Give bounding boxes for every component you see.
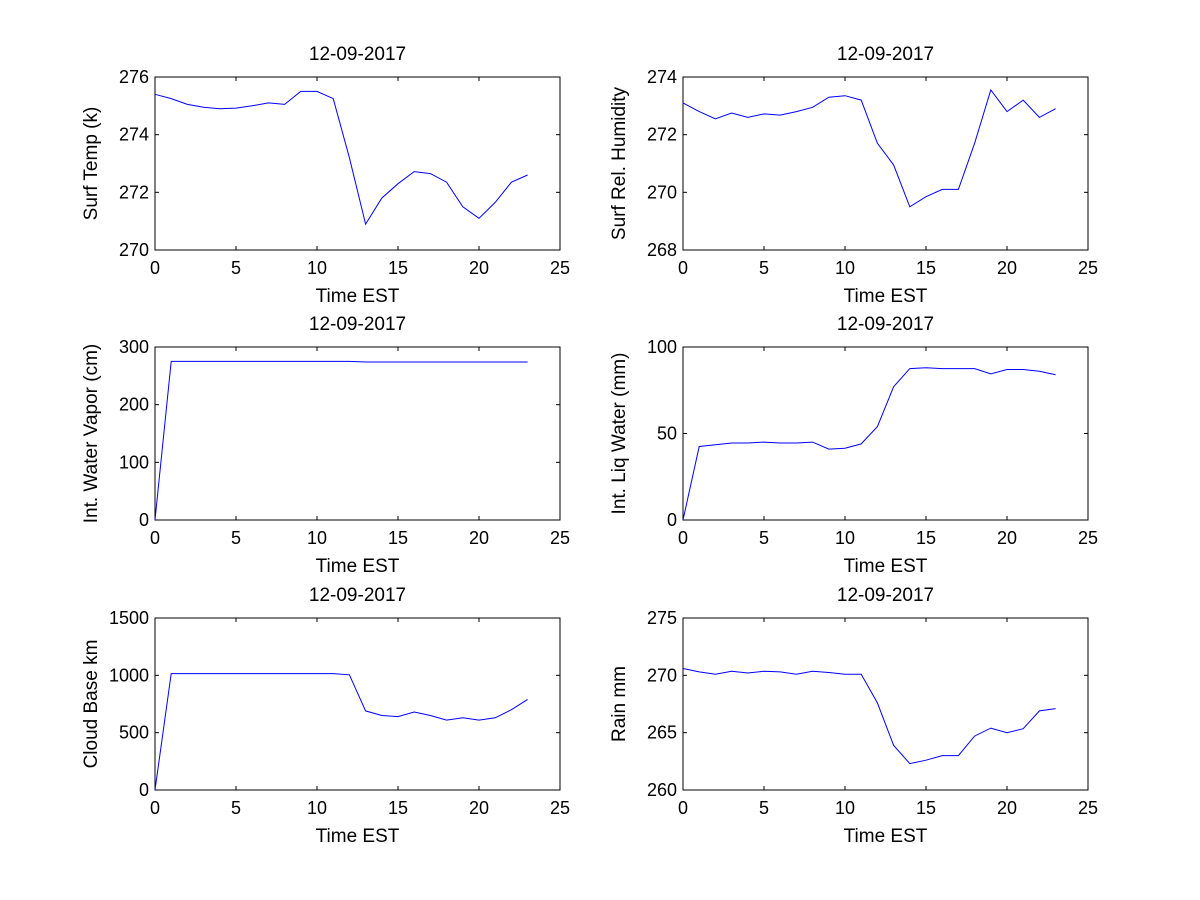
x-tick-label: 5 xyxy=(231,798,241,818)
x-tick-label: 10 xyxy=(307,258,327,278)
x-tick-label: 0 xyxy=(150,258,160,278)
y-tick-label: 268 xyxy=(647,240,677,260)
chart-title: 12-09-2017 xyxy=(309,314,406,335)
x-tick-label: 5 xyxy=(231,528,241,548)
x-tick-label: 15 xyxy=(916,258,936,278)
axes-frame xyxy=(682,617,1089,791)
x-tick-label: 20 xyxy=(469,258,489,278)
x-tick-label: 20 xyxy=(469,528,489,548)
chart-title: 12-09-2017 xyxy=(837,314,934,335)
x-tick-label: 10 xyxy=(307,798,327,818)
y-tick-label: 270 xyxy=(647,182,677,202)
x-tick-label: 0 xyxy=(678,528,688,548)
axes-frame xyxy=(682,76,1089,251)
x-tick-label: 20 xyxy=(469,798,489,818)
y-tick-label: 500 xyxy=(119,723,149,743)
series-line xyxy=(682,668,1056,765)
y-tick-label: 100 xyxy=(647,337,677,357)
y-tick-label: 274 xyxy=(647,67,677,87)
y-tick-label: 276 xyxy=(119,67,149,87)
x-tick-label: 0 xyxy=(150,528,160,548)
y-tick-label: 200 xyxy=(119,395,149,415)
chart-title: 12-09-2017 xyxy=(309,44,406,65)
subplot-4: 12-09-2017 0 5 10 15 20 25 0 50 100 Time EST Int. L… xyxy=(609,314,1098,577)
axes-frame xyxy=(154,617,561,791)
x-axis-label: Time EST xyxy=(844,826,928,847)
x-tick-label: 15 xyxy=(388,798,408,818)
y-tick-label: 300 xyxy=(119,337,149,357)
series-line xyxy=(154,360,528,521)
x-axis-label: Time EST xyxy=(316,556,400,577)
axes-frame xyxy=(154,76,561,251)
series-line xyxy=(154,673,528,791)
x-tick-label: 15 xyxy=(388,258,408,278)
subplot-2: 12-09-2017 0 5 10 15 20 25 268 270 272 274 Time EST… xyxy=(609,44,1098,307)
x-tick-label: 25 xyxy=(1078,258,1098,278)
subplot-6: 12-09-2017 0 5 10 15 20 25 260 265 270 275 Time EST… xyxy=(609,585,1098,847)
y-tick-label: 275 xyxy=(647,608,677,628)
x-tick-label: 25 xyxy=(1078,798,1098,818)
y-axis-label: Cloud Base km xyxy=(81,640,102,769)
x-tick-label: 25 xyxy=(550,528,570,548)
x-tick-label: 5 xyxy=(759,528,769,548)
y-tick-label: 260 xyxy=(647,780,677,800)
y-tick-label: 0 xyxy=(139,780,149,800)
x-axis-label: Time EST xyxy=(316,826,400,847)
y-tick-label: 50 xyxy=(657,424,677,444)
axes-frame xyxy=(154,346,561,521)
y-axis-label: Surf Rel. Humidity xyxy=(609,86,630,240)
x-tick-label: 10 xyxy=(835,798,855,818)
x-tick-label: 15 xyxy=(916,798,936,818)
subplot-1: 12-09-2017 0 5 10 15 20 25 270 272 274 276 Time EST… xyxy=(81,44,570,307)
y-tick-label: 270 xyxy=(647,665,677,685)
y-tick-label: 100 xyxy=(119,452,149,472)
y-axis-label: Int. Water Vapor (cm) xyxy=(81,344,102,523)
subplot-3: 12-09-2017 0 5 10 15 20 25 0 100 200 300 Time EST In… xyxy=(81,314,570,577)
x-tick-label: 10 xyxy=(835,528,855,548)
y-tick-label: 0 xyxy=(667,510,677,530)
x-tick-label: 25 xyxy=(1078,528,1098,548)
x-tick-label: 20 xyxy=(997,798,1017,818)
y-axis-label: Surf Temp (k) xyxy=(81,107,102,221)
x-tick-label: 0 xyxy=(150,798,160,818)
chart-title: 12-09-2017 xyxy=(837,44,934,65)
y-tick-label: 1500 xyxy=(109,608,149,628)
y-tick-label: 270 xyxy=(119,240,149,260)
y-axis-label: Rain mm xyxy=(609,666,630,742)
axes-frame xyxy=(682,346,1089,521)
x-tick-label: 25 xyxy=(550,798,570,818)
y-tick-label: 1000 xyxy=(109,665,149,685)
y-axis-label: Int. Liq Water (mm) xyxy=(609,353,630,515)
x-tick-label: 5 xyxy=(231,258,241,278)
x-tick-label: 20 xyxy=(997,528,1017,548)
chart-title: 12-09-2017 xyxy=(837,585,934,606)
x-tick-label: 10 xyxy=(307,528,327,548)
chart-title: 12-09-2017 xyxy=(309,585,406,606)
series-line xyxy=(154,90,528,226)
y-tick-label: 265 xyxy=(647,723,677,743)
series-line xyxy=(682,367,1056,521)
y-tick-label: 274 xyxy=(119,125,149,145)
x-tick-label: 10 xyxy=(835,258,855,278)
x-axis-label: Time EST xyxy=(844,556,928,577)
x-tick-label: 20 xyxy=(997,258,1017,278)
series-line xyxy=(682,88,1056,208)
subplot-5: 12-09-2017 0 5 10 15 20 25 0 500 1000 1500 Time EST… xyxy=(81,585,570,847)
y-tick-label: 272 xyxy=(119,182,149,202)
x-tick-label: 5 xyxy=(759,258,769,278)
x-axis-label: Time EST xyxy=(844,286,928,307)
x-axis-label: Time EST xyxy=(316,286,400,307)
x-tick-label: 5 xyxy=(759,798,769,818)
x-tick-label: 0 xyxy=(678,258,688,278)
x-tick-label: 0 xyxy=(678,798,688,818)
x-tick-label: 15 xyxy=(916,528,936,548)
y-tick-label: 0 xyxy=(139,510,149,530)
x-tick-label: 15 xyxy=(388,528,408,548)
x-tick-label: 25 xyxy=(550,258,570,278)
y-tick-label: 272 xyxy=(647,125,677,145)
